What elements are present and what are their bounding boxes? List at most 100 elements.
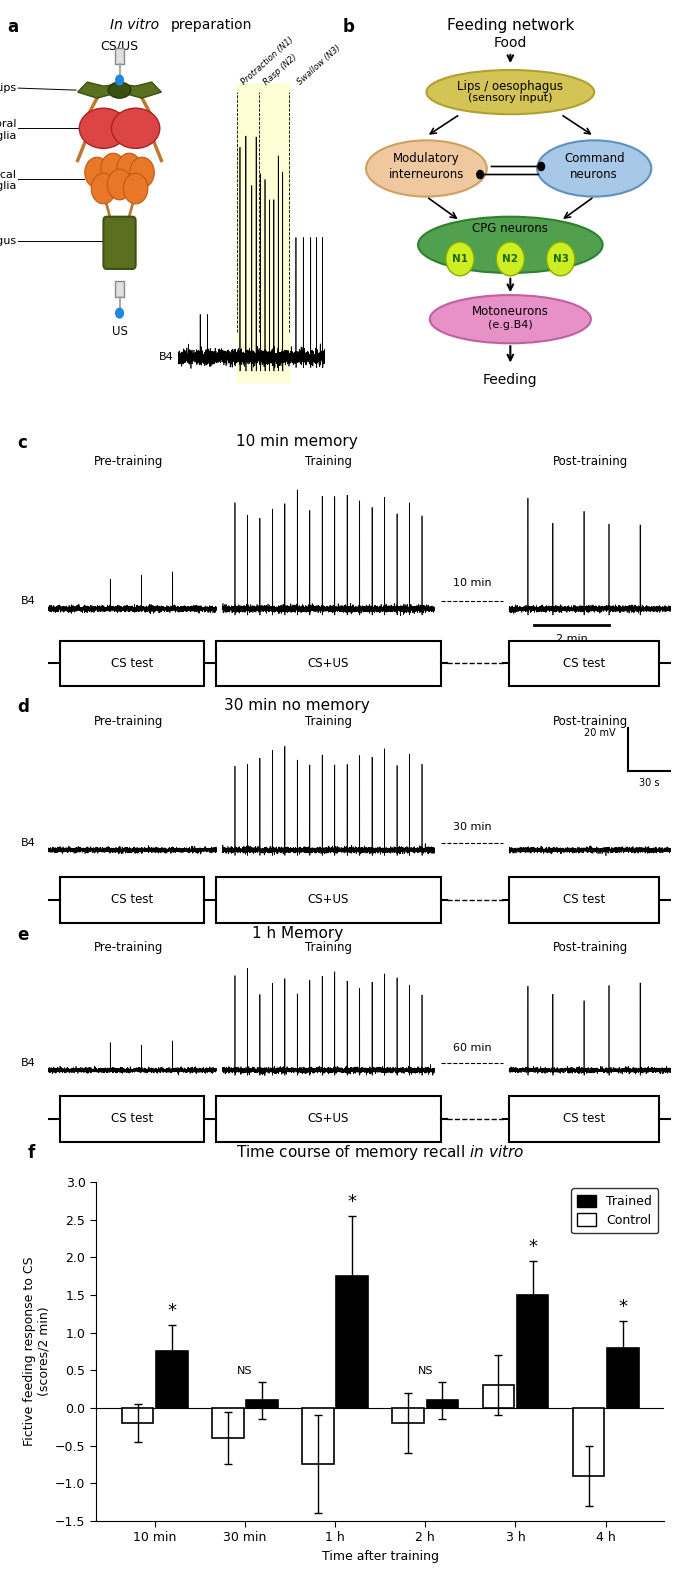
Circle shape <box>101 153 125 184</box>
Bar <box>607 1347 638 1407</box>
Text: CS+US: CS+US <box>308 894 349 906</box>
Text: CS test: CS test <box>563 1113 605 1125</box>
Text: Modulatory: Modulatory <box>393 151 460 165</box>
Text: 20 mV: 20 mV <box>584 728 615 738</box>
Text: N3: N3 <box>553 254 569 263</box>
Text: d: d <box>17 698 29 716</box>
Bar <box>156 1352 188 1407</box>
Circle shape <box>496 243 525 276</box>
Polygon shape <box>119 82 162 98</box>
Circle shape <box>117 153 141 184</box>
FancyBboxPatch shape <box>103 217 136 269</box>
Text: interneurons: interneurons <box>388 169 464 181</box>
Text: 10 min: 10 min <box>453 578 491 588</box>
FancyBboxPatch shape <box>216 1097 440 1141</box>
FancyBboxPatch shape <box>216 878 440 922</box>
Circle shape <box>116 309 123 318</box>
Y-axis label: Fictive feeding response to CS
(scores/2 min): Fictive feeding response to CS (scores/2… <box>23 1256 51 1447</box>
Bar <box>212 1407 243 1437</box>
Text: e: e <box>17 927 28 944</box>
Bar <box>393 1407 424 1423</box>
Bar <box>482 1385 514 1407</box>
Text: N1: N1 <box>452 254 468 263</box>
Text: B4: B4 <box>21 838 36 848</box>
Text: CS+US: CS+US <box>308 657 349 670</box>
Text: Command: Command <box>564 151 625 165</box>
Text: US: US <box>112 325 127 339</box>
Text: Post-training: Post-training <box>553 714 628 728</box>
Circle shape <box>446 243 474 276</box>
Circle shape <box>547 243 575 276</box>
Text: Training: Training <box>305 714 352 728</box>
Circle shape <box>91 173 116 203</box>
FancyBboxPatch shape <box>216 641 440 686</box>
FancyBboxPatch shape <box>509 878 659 922</box>
Text: (e.g.B4): (e.g.B4) <box>488 320 533 331</box>
Ellipse shape <box>418 217 603 273</box>
Text: b: b <box>342 17 354 36</box>
Bar <box>122 1407 153 1423</box>
Bar <box>246 1401 278 1407</box>
Text: a: a <box>7 17 18 36</box>
Text: Rasp (N2): Rasp (N2) <box>262 52 299 87</box>
Ellipse shape <box>537 140 651 197</box>
Circle shape <box>537 162 545 172</box>
Text: CS test: CS test <box>563 894 605 906</box>
Text: B4: B4 <box>21 596 36 605</box>
Text: CS test: CS test <box>111 1113 153 1125</box>
FancyBboxPatch shape <box>60 878 203 922</box>
Text: 30 min no memory: 30 min no memory <box>225 698 370 714</box>
Text: c: c <box>17 435 27 452</box>
Text: neurons: neurons <box>571 169 618 181</box>
Text: (sensory input): (sensory input) <box>468 93 553 102</box>
Text: CPG neurons: CPG neurons <box>473 222 548 235</box>
Text: NS: NS <box>237 1366 253 1376</box>
Circle shape <box>85 158 109 188</box>
Ellipse shape <box>366 140 487 197</box>
Text: Training: Training <box>305 454 352 468</box>
Text: *: * <box>528 1237 537 1256</box>
FancyBboxPatch shape <box>114 47 125 65</box>
Text: f: f <box>27 1144 35 1162</box>
Text: In vitro: In vitro <box>110 17 159 32</box>
FancyBboxPatch shape <box>114 281 125 298</box>
Text: preparation: preparation <box>171 17 252 32</box>
Text: B4: B4 <box>21 1059 36 1069</box>
Legend: Trained, Control: Trained, Control <box>571 1188 658 1232</box>
Bar <box>517 1295 549 1407</box>
Ellipse shape <box>112 109 160 148</box>
Text: NS: NS <box>418 1366 433 1376</box>
Text: Cerebral
ganglia: Cerebral ganglia <box>0 120 16 142</box>
FancyBboxPatch shape <box>60 1097 203 1141</box>
Text: CS test: CS test <box>563 657 605 670</box>
Text: Pre-training: Pre-training <box>95 941 164 953</box>
Circle shape <box>476 170 484 180</box>
Circle shape <box>123 173 148 203</box>
Text: Feeding: Feeding <box>483 374 538 388</box>
Text: CS test: CS test <box>111 894 153 906</box>
Circle shape <box>130 158 154 188</box>
Text: CS/US: CS/US <box>101 39 138 54</box>
Text: 10 min memory: 10 min memory <box>236 435 358 449</box>
Text: Buccal
ganglia: Buccal ganglia <box>0 170 16 191</box>
FancyBboxPatch shape <box>60 641 203 686</box>
Text: Swallow (N3): Swallow (N3) <box>296 44 342 87</box>
Text: Lips / oesophagus: Lips / oesophagus <box>458 80 563 93</box>
Text: Lips: Lips <box>0 84 16 93</box>
Text: Time course of memory recall $\it{in\ vitro}$: Time course of memory recall $\it{in\ vi… <box>236 1143 524 1162</box>
Polygon shape <box>77 82 119 98</box>
Circle shape <box>108 169 132 200</box>
Text: 60 min: 60 min <box>453 1043 491 1053</box>
Text: Oesophagus: Oesophagus <box>0 236 16 246</box>
Ellipse shape <box>79 109 127 148</box>
Text: *: * <box>348 1193 357 1210</box>
Text: Motoneurons: Motoneurons <box>472 304 549 318</box>
Text: Food: Food <box>494 36 527 50</box>
Text: 30 s: 30 s <box>639 779 660 788</box>
FancyBboxPatch shape <box>509 1097 659 1141</box>
X-axis label: Time after training: Time after training <box>322 1549 438 1563</box>
Ellipse shape <box>426 69 594 113</box>
FancyBboxPatch shape <box>509 641 659 686</box>
Text: Post-training: Post-training <box>553 454 628 468</box>
Text: *: * <box>167 1302 176 1319</box>
